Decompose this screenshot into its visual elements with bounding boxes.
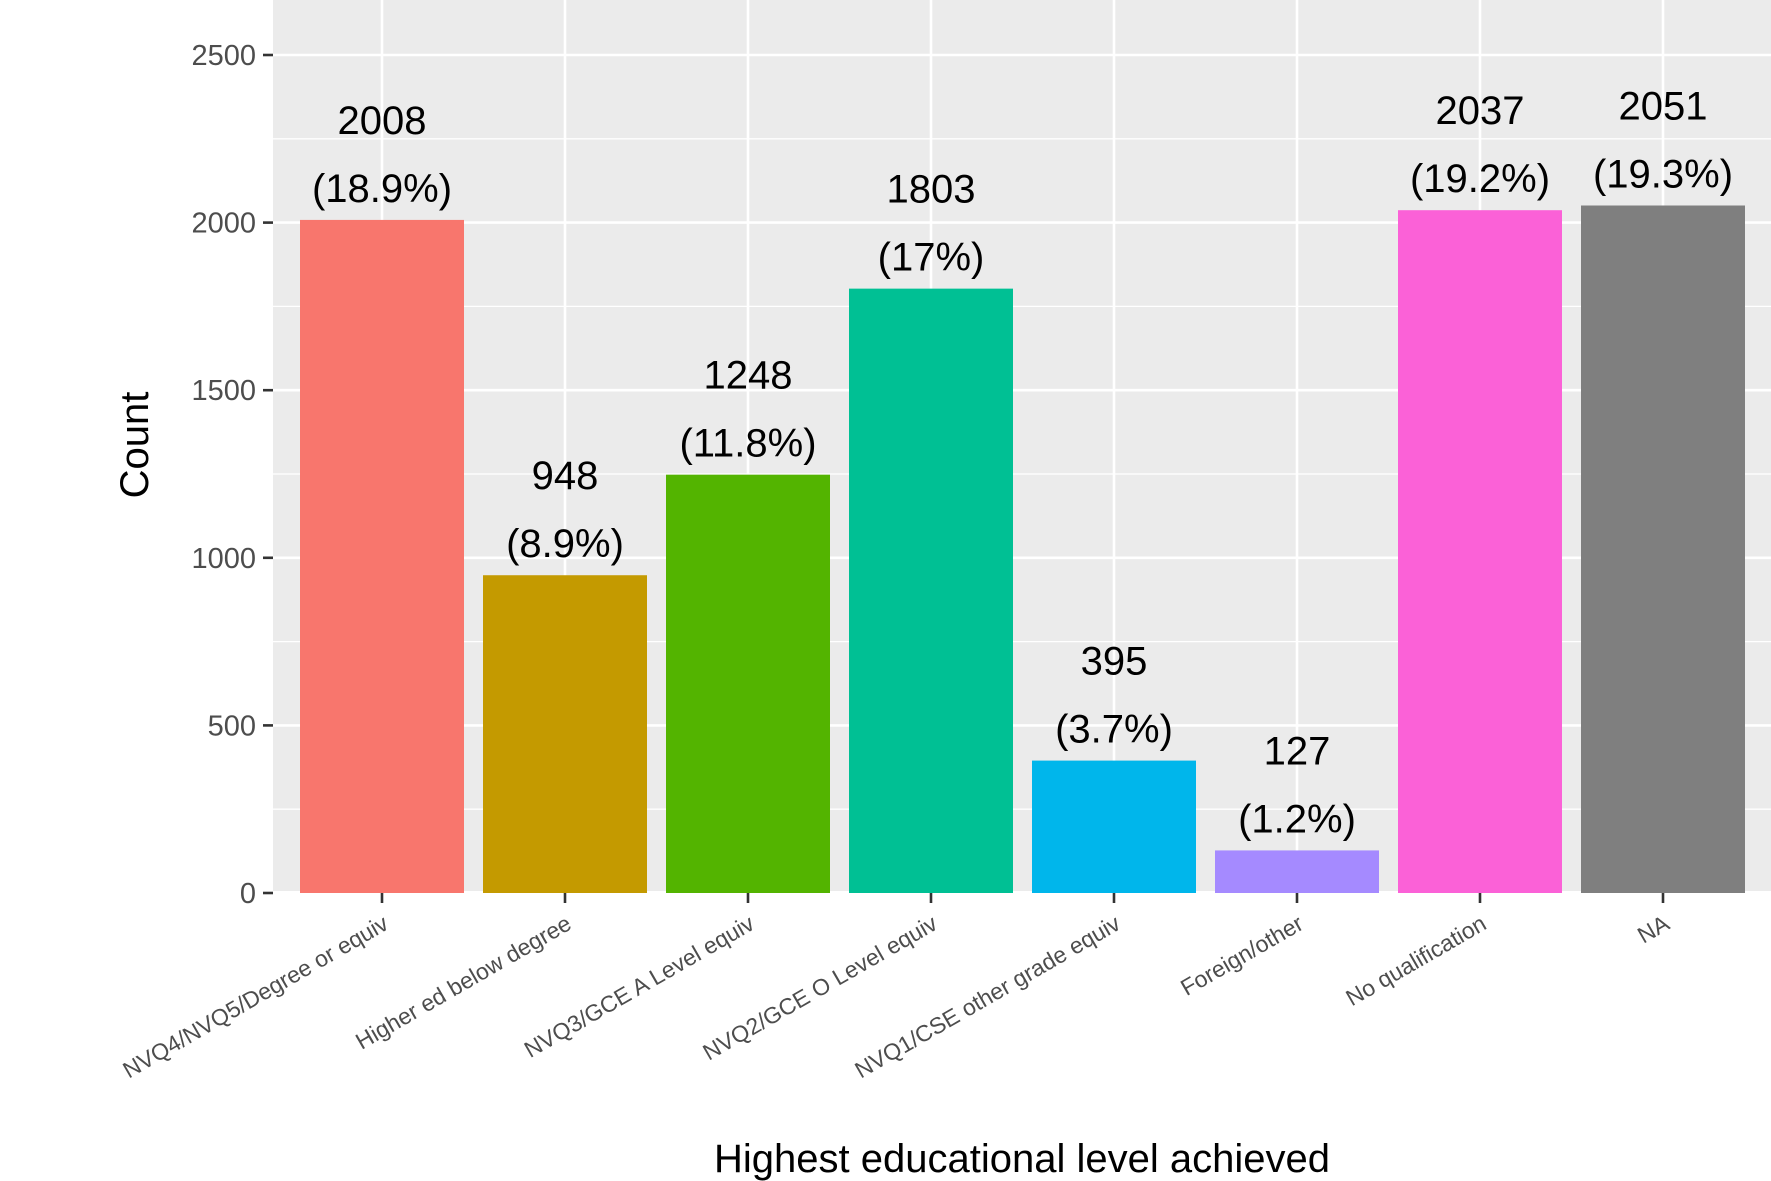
x-tick-label: Foreign/other — [1176, 910, 1308, 1001]
bar-percent-label: (8.9%) — [506, 522, 624, 566]
bar — [849, 288, 1013, 893]
bar — [1581, 205, 1745, 893]
y-tick-label: 0 — [240, 878, 256, 910]
bar — [1398, 210, 1562, 893]
y-tick-label: 500 — [208, 710, 256, 742]
bar-count-label: 2008 — [338, 99, 427, 143]
bar-percent-label: (1.2%) — [1238, 797, 1356, 841]
bar-percent-label: (17%) — [878, 236, 985, 280]
bar — [666, 474, 830, 893]
bar-percent-label: (19.3%) — [1593, 153, 1733, 197]
bar-percent-label: (19.2%) — [1410, 157, 1550, 201]
y-tick-label: 1000 — [191, 543, 256, 575]
bar-labels: (18.9%) 2008 (8.9%) 948 (11.8%) 1248 (17%) 1803… — [312, 85, 1733, 842]
x-axis-title: Highest educational level achieved — [714, 1137, 1330, 1181]
bar-count-label: 127 — [1264, 729, 1331, 773]
bar — [300, 219, 464, 893]
bar — [483, 575, 647, 893]
y-tick-label: 1500 — [191, 375, 256, 407]
x-tick-label: NVQ4/NVQ5/Degree or equiv — [118, 910, 393, 1084]
y-axis: 0 500 1000 1500 2000 2500 — [191, 40, 273, 910]
y-tick-label: 2500 — [191, 40, 256, 72]
bar — [1032, 760, 1196, 893]
bar-count-label: 2037 — [1436, 89, 1525, 133]
bar — [1215, 850, 1379, 893]
y-tick-label: 2000 — [191, 208, 256, 240]
bars — [300, 205, 1745, 893]
bar-count-label: 1803 — [887, 168, 976, 212]
bar-percent-label: (18.9%) — [312, 167, 452, 211]
y-axis-title: Count — [113, 392, 157, 499]
bar-count-label: 948 — [532, 454, 599, 498]
x-tick-label: NA — [1633, 909, 1674, 948]
bar-percent-label: (3.7%) — [1055, 708, 1173, 752]
bar-percent-label: (11.8%) — [679, 422, 816, 466]
x-tick-label: No qualification — [1341, 910, 1490, 1011]
bar-count-label: 395 — [1081, 640, 1148, 684]
bar-count-label: 2051 — [1619, 85, 1708, 129]
bar-count-label: 1248 — [704, 354, 793, 398]
